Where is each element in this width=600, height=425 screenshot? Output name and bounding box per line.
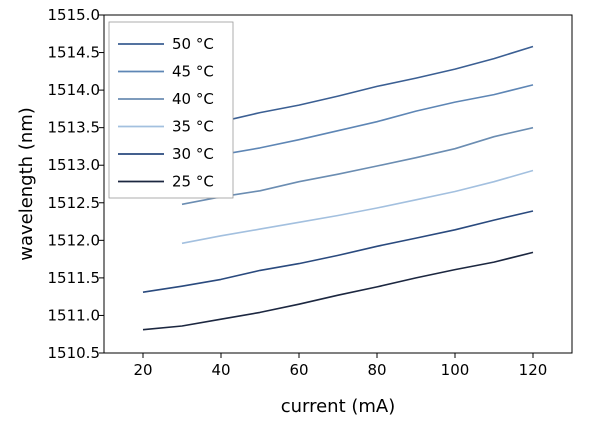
y-tick-label: 1514.5: [48, 44, 101, 62]
y-tick-label: 1513.0: [48, 156, 101, 174]
legend-label: 30 °C: [172, 145, 214, 163]
y-tick-label: 1513.5: [48, 119, 101, 137]
y-tick-label: 1511.5: [48, 269, 101, 287]
legend-label: 50 °C: [172, 35, 214, 53]
legend-label: 40 °C: [172, 90, 214, 108]
y-tick-label: 1510.5: [48, 344, 101, 362]
series-lines: [142, 45, 534, 331]
y-axis-title: wavelength (nm): [16, 107, 37, 261]
x-tick-label: 40: [211, 361, 230, 379]
y-tick-label: 1515.0: [48, 6, 101, 24]
y-tick-label: 1512.0: [48, 231, 101, 249]
x-tick-label: 60: [289, 361, 308, 379]
legend-box: [108, 21, 234, 199]
series-line-45c: [220, 84, 534, 156]
x-axis-title: current (mA): [281, 396, 396, 417]
series-line-35c: [181, 169, 534, 245]
y-tick-label: 1514.0: [48, 81, 101, 99]
series-line-30c: [142, 210, 534, 293]
y-tick-label: 1511.0: [48, 306, 101, 324]
plot-area-frame: [103, 14, 573, 354]
y-tick-label: 1512.5: [48, 194, 101, 212]
x-tick-label: 20: [133, 361, 152, 379]
series-line-40c: [181, 126, 534, 206]
x-tick-label: 80: [367, 361, 386, 379]
x-tick-label: 100: [441, 361, 470, 379]
legend: 50 °C 45 °C 40 °C 35 °C 30 °C 25 °C: [108, 21, 234, 199]
y-axis-ticks: 1510.5 1511.0 1511.5 1512.0 1512.5 1513.0 1513…: [48, 6, 104, 362]
x-tick-label: 120: [519, 361, 548, 379]
legend-label: 25 °C: [172, 173, 214, 191]
series-line-50c: [220, 45, 534, 123]
series-line-25c: [142, 251, 534, 331]
legend-label: 45 °C: [172, 63, 214, 81]
legend-label: 35 °C: [172, 118, 214, 136]
x-axis-ticks: 20 40 60 80 100 120: [133, 353, 547, 379]
